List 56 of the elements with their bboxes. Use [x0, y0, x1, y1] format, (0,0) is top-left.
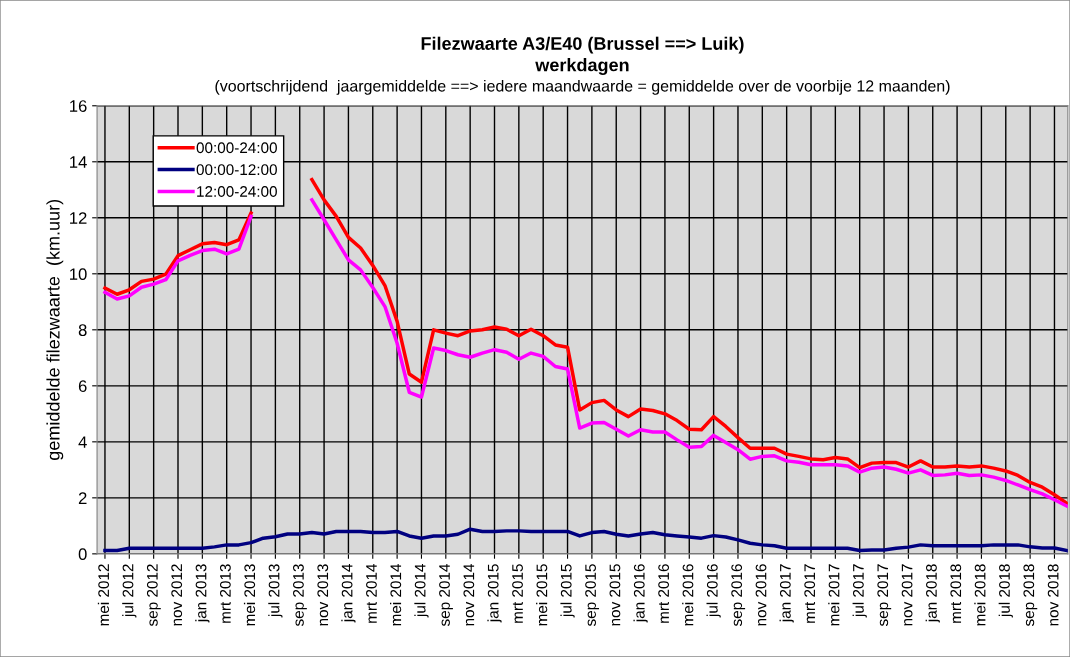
x-tick-label: mrt 2018 — [950, 564, 962, 623]
x-tick-label: mei 2016 — [682, 564, 694, 626]
chart-title: Filezwaarte A3/E40 (Brussel ==> Luik) werkdagen — [421, 36, 744, 76]
x-tick-label: sep 2013 — [293, 564, 307, 627]
x-tick-label: mei 2014 — [390, 564, 402, 626]
y-tick-label: 16 — [70, 100, 87, 112]
x-tick-label: jan 2014 — [341, 564, 356, 623]
x-tick-label: jul 2016 — [706, 564, 721, 618]
x-tick-label: mei 2012 — [97, 564, 110, 626]
y-axis-title: gemiddelde filezwaarte (km.uur) — [46, 199, 64, 460]
x-tick-label: jul 2013 — [268, 564, 283, 618]
x-tick-label: mrt 2013 — [219, 564, 231, 623]
x-tick-label: mrt 2016 — [658, 564, 670, 623]
x-tick-label: jan 2013 — [195, 564, 210, 623]
line-series — [103, 527, 1068, 553]
x-tick-label: jul 2012 — [122, 564, 137, 618]
x-tick-label: jan 2016 — [633, 564, 648, 623]
x-tick-label: jul 2015 — [560, 564, 575, 618]
x-tick-label: sep 2018 — [1023, 564, 1038, 627]
x-tick-label: mrt 2015 — [512, 564, 523, 623]
x-tick-label: jul 2018 — [998, 564, 1013, 618]
x-tick-label: mei 2013 — [243, 564, 256, 626]
x-tick-label: nov 2018 — [1047, 564, 1059, 626]
x-tick-label: sep 2017 — [877, 564, 892, 627]
x-tick-label: sep 2016 — [731, 564, 746, 627]
y-tick-label: 12 — [70, 212, 87, 224]
x-tick-label: jul 2014 — [414, 564, 429, 618]
x-tick-label: nov 2014 — [463, 564, 475, 626]
x-tick-label: nov 2013 — [317, 564, 329, 626]
x-tick-label: nov 2017 — [901, 564, 913, 626]
y-tick-label: 4 — [78, 436, 87, 448]
x-tick-label: mei 2017 — [828, 564, 840, 626]
y-tick-label: 10 — [70, 268, 87, 281]
x-tick-label: sep 2015 — [585, 564, 600, 627]
x-tick-label: nov 2016 — [755, 564, 767, 626]
x-tick-label: mei 2018 — [974, 564, 986, 626]
x-tick-label: mrt 2014 — [366, 564, 377, 623]
y-tick-label: 0 — [78, 548, 87, 561]
y-tick-label: 14 — [70, 156, 87, 168]
x-tick-label: jan 2015 — [487, 564, 502, 623]
y-tick-label: 8 — [78, 324, 87, 337]
x-tick-label: mei 2015 — [536, 564, 548, 626]
x-tick-label: jan 2017 — [779, 564, 794, 623]
legend-label: 12:00-24:00 — [197, 186, 277, 197]
x-tick-label: jul 2017 — [852, 564, 867, 618]
legend-label: 00:00-24:00 — [196, 142, 277, 154]
y-tick-label: 2 — [78, 492, 87, 504]
x-tick-label: jan 2018 — [925, 564, 940, 623]
chart-subtitle: (voortschrijdend jaargemiddelde ==> iedere maandwaarde = gemiddelde over de voorbije 12 maanden) — [215, 79, 950, 95]
x-tick-label: sep 2012 — [146, 564, 161, 627]
legend-label: 00:00-12:00 — [196, 164, 277, 176]
y-tick-label: 6 — [78, 380, 87, 393]
x-tick-label: sep 2014 — [439, 564, 453, 627]
x-tick-label: nov 2012 — [171, 564, 183, 626]
x-tick-label: mrt 2017 — [804, 564, 816, 623]
x-tick-label: nov 2015 — [609, 564, 621, 626]
